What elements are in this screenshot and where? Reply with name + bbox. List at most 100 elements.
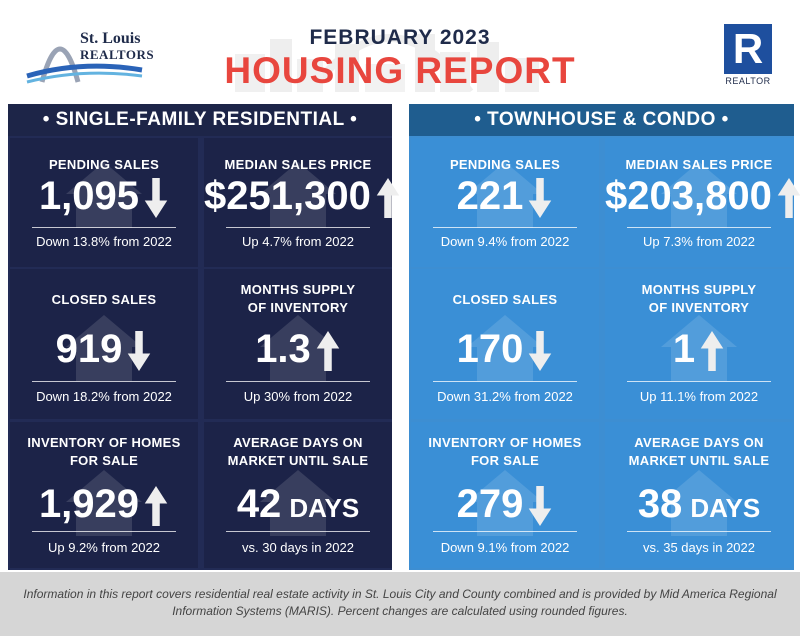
stat-label: AVERAGE DAYS ON MARKET UNTIL SALE — [227, 435, 369, 468]
single-family-panel: PENDING SALES 1,095 Down 13.8% from 2022 ME… — [8, 136, 400, 570]
stat-unit: DAYS — [289, 493, 360, 523]
stat-change-note: Down 13.8% from 2022 — [36, 234, 172, 249]
report-header: St. Louis REALTORS FEBRUARY 2023 HOUSING… — [0, 0, 800, 100]
footer: Information in this report covers reside… — [0, 572, 800, 636]
house-background-icon — [465, 313, 545, 388]
stat-value: 279 — [456, 482, 524, 526]
house-background-icon — [465, 160, 545, 235]
stat-value: $251,300 — [204, 174, 371, 218]
stat-value-row: 1.3 — [204, 327, 392, 372]
stat-value-row: 1,929 — [10, 482, 198, 527]
stat-value: 38 — [637, 482, 683, 526]
trend-down-arrow-icon — [529, 486, 552, 527]
stat-card: PENDING SALES 1,095 Down 13.8% from 2022 — [10, 138, 198, 267]
stat-value-row: 221 — [411, 174, 599, 219]
house-background-icon — [258, 313, 338, 388]
trend-down-arrow-icon — [128, 331, 151, 372]
stat-value: 221 — [456, 174, 524, 218]
arch-logo-icon — [26, 46, 143, 84]
stat-change-note: Up 4.7% from 2022 — [241, 234, 354, 249]
house-background-icon — [64, 313, 144, 388]
stat-card: MEDIAN SALES PRICE $251,300 Up 4.7% from 2… — [204, 138, 400, 267]
skyline-illustration — [235, 34, 539, 92]
house-background-icon — [64, 468, 144, 543]
stat-card: CLOSED SALES 919 Down 18.2% from 2022 — [10, 269, 198, 419]
stat-card: INVENTORY OF HOMES FOR SALE 1,929 Up 9.2% … — [10, 422, 198, 568]
stat-card: INVENTORY OF HOMES FOR SALE 279 Down 9.1% … — [411, 422, 599, 568]
townhouse-panel: PENDING SALES 221 Down 9.4% from 2022 MEDIA… — [409, 136, 800, 570]
trend-up-arrow-icon — [700, 331, 724, 372]
house-background-icon — [64, 160, 144, 235]
stat-change-note: Down 31.2% from 2022 — [437, 389, 573, 404]
stat-value-row: $203,800 — [605, 174, 800, 219]
stat-change-note: Up 30% from 2022 — [243, 389, 353, 404]
stat-change-note: Up 11.1% from 2022 — [639, 389, 759, 404]
stat-label: PENDING SALES — [449, 157, 561, 172]
stat-change-note: vs. 30 days in 2022 — [241, 540, 355, 555]
stat-divider — [433, 227, 577, 228]
trend-up-arrow-icon — [316, 331, 340, 372]
stat-divider — [32, 381, 176, 382]
single-family-heading: • SINGLE-FAMILY RESIDENTIAL • — [8, 104, 392, 136]
realtor-logo: R — [724, 24, 772, 74]
stat-value-row: 1 — [605, 327, 793, 372]
stat-value: 1 — [672, 327, 696, 371]
logo-name-line2: REALTORS — [80, 47, 155, 62]
stat-unit: DAYS — [690, 493, 761, 523]
house-background-icon — [659, 468, 739, 543]
stat-card: AVERAGE DAYS ON MARKET UNTIL SALE 42 DAYS v… — [204, 422, 392, 568]
stat-card: MEDIAN SALES PRICE $203,800 Up 7.3% from 2… — [605, 138, 800, 267]
stat-value: 1,929 — [38, 482, 140, 526]
stat-value-row: 919 — [10, 327, 198, 372]
trend-down-arrow-icon — [529, 178, 552, 219]
stat-divider — [32, 227, 176, 228]
stat-label: AVERAGE DAYS ON MARKET UNTIL SALE — [628, 435, 770, 468]
stat-card: CLOSED SALES 170 Down 31.2% from 2022 — [411, 269, 599, 419]
house-background-icon — [258, 468, 338, 543]
realtor-r-mark: R — [732, 25, 764, 72]
realtor-label: REALTOR — [725, 76, 771, 86]
trend-down-arrow-icon — [529, 331, 552, 372]
stat-change-note: Down 9.4% from 2022 — [440, 234, 570, 249]
stat-divider — [627, 381, 771, 382]
townhouse-heading: • TOWNHOUSE & CONDO • — [409, 104, 794, 136]
report-title: HOUSING REPORT — [224, 50, 576, 91]
stat-divider — [32, 531, 176, 532]
stat-label: MEDIAN SALES PRICE — [224, 157, 372, 172]
stat-change-note: Up 9.2% from 2022 — [47, 540, 160, 555]
stat-value: 1.3 — [255, 327, 311, 371]
trend-down-arrow-icon — [144, 178, 168, 219]
stat-value-row: 170 — [411, 327, 599, 372]
stat-label: INVENTORY OF HOMES FOR SALE — [428, 435, 582, 468]
stat-label: MEDIAN SALES PRICE — [625, 157, 773, 172]
stat-change-note: Down 9.1% from 2022 — [440, 540, 570, 555]
stat-divider — [433, 381, 577, 382]
stat-value-row: $251,300 — [204, 174, 400, 219]
stat-divider — [433, 531, 577, 532]
stat-divider — [226, 381, 370, 382]
stat-card: PENDING SALES 221 Down 9.4% from 2022 — [411, 138, 599, 267]
stat-change-note: Down 18.2% from 2022 — [36, 389, 172, 404]
house-background-icon — [659, 313, 739, 388]
stat-label: MONTHS SUPPLY OF INVENTORY — [641, 282, 757, 315]
stat-divider — [627, 227, 771, 228]
report-date: FEBRUARY 2023 — [309, 26, 491, 49]
stat-value-row: 42 DAYS — [204, 482, 392, 530]
stat-divider — [226, 227, 370, 228]
stat-label: PENDING SALES — [48, 157, 160, 172]
house-background-icon — [258, 160, 338, 235]
logo-name-line1: St. Louis — [80, 30, 141, 47]
stat-value-row: 279 — [411, 482, 599, 527]
trend-up-arrow-icon — [777, 178, 800, 219]
stat-value: 1,095 — [38, 174, 140, 218]
footer-disclaimer: Information in this report covers reside… — [23, 587, 777, 618]
stat-label: INVENTORY OF HOMES FOR SALE — [27, 435, 181, 468]
stat-value: $203,800 — [605, 174, 772, 218]
stat-card: MONTHS SUPPLY OF INVENTORY 1.3 Up 30% from… — [204, 269, 392, 419]
stat-change-note: vs. 35 days in 2022 — [642, 540, 756, 555]
stat-label: MONTHS SUPPLY OF INVENTORY — [240, 282, 356, 315]
stat-value: 919 — [55, 327, 123, 371]
house-background-icon — [465, 468, 545, 543]
stat-label: CLOSED SALES — [51, 292, 157, 307]
trend-up-arrow-icon — [376, 178, 400, 219]
